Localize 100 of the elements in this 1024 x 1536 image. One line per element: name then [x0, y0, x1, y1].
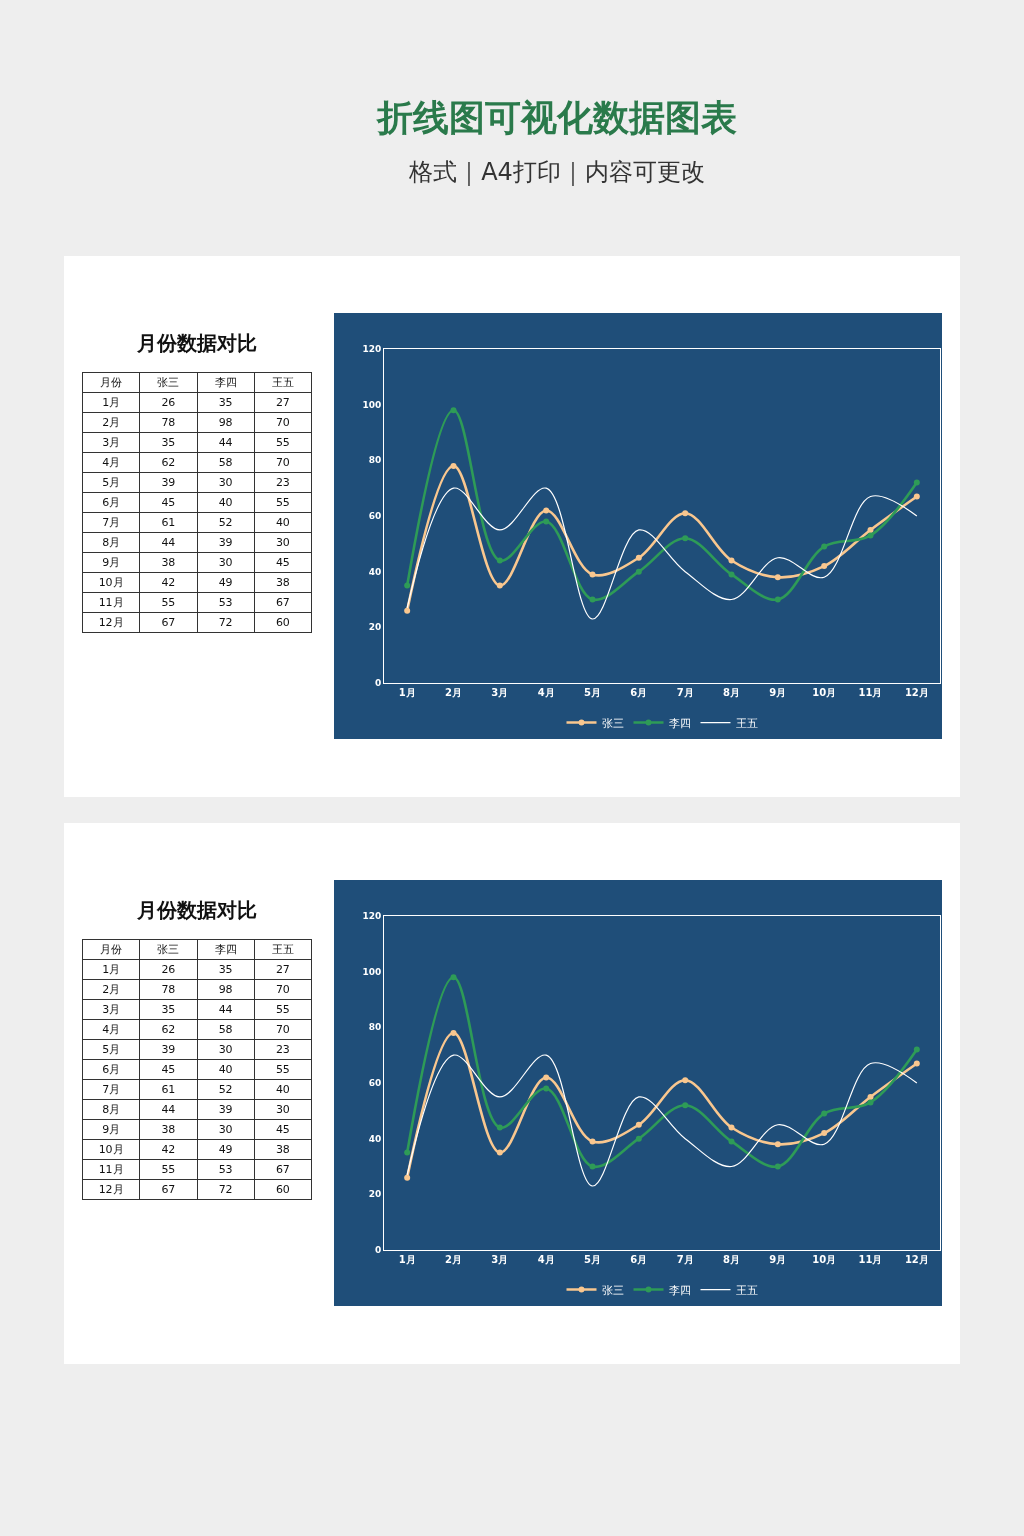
text: 折线图可视化数据图表 [375, 96, 738, 140]
y-tick-label: 40 [368, 566, 382, 577]
y-tick-label: 80 [368, 1022, 382, 1033]
point [450, 407, 457, 414]
point [589, 596, 596, 603]
data-label: 30 [254, 1099, 312, 1120]
x-tick-label: 李四 [197, 372, 255, 393]
point [913, 479, 920, 486]
point [774, 596, 781, 603]
x-tick-label: 8月 [723, 1254, 740, 1265]
y-tick-label: 6月 [82, 492, 140, 513]
data-label: 67 [139, 612, 197, 633]
point [589, 1138, 596, 1145]
point [682, 1077, 689, 1084]
data-label: 49 [197, 1139, 255, 1160]
point [589, 1163, 596, 1170]
y-axis-title: 月份 [82, 372, 140, 393]
data-label: 67 [139, 1179, 197, 1200]
point [821, 543, 828, 550]
y-tick-label: 20 [368, 622, 382, 633]
x-tick-label: 6月 [630, 1254, 648, 1265]
y-tick-label: 8月 [82, 532, 140, 553]
data-label: 27 [254, 392, 312, 413]
point [404, 1149, 411, 1156]
y-tick-label: 20 [368, 1189, 382, 1200]
data-label: 39 [139, 472, 197, 493]
data-label: 78 [139, 412, 197, 433]
data-label: 23 [254, 472, 312, 493]
data-label: 55 [254, 999, 312, 1020]
data-label: 53 [197, 1159, 255, 1180]
point [913, 493, 920, 500]
point [496, 1149, 503, 1156]
point [728, 557, 735, 564]
x-tick-label: 王五 [254, 939, 312, 960]
data-label: 38 [139, 1119, 197, 1140]
data-label: 60 [254, 612, 312, 633]
data-label: 55 [254, 432, 312, 453]
data-label: 39 [197, 532, 255, 553]
data-label: 40 [254, 1079, 312, 1100]
point [404, 607, 411, 614]
y-tick-label: 0 [374, 1245, 382, 1256]
point [635, 554, 642, 561]
point [450, 1029, 457, 1036]
y-tick-label: 120 [362, 911, 382, 922]
x-tick-label: 4月 [537, 1254, 555, 1265]
y-tick-label: 5月 [82, 1039, 140, 1060]
y-tick-label: 120 [362, 344, 382, 355]
point [728, 1138, 735, 1145]
data-label: 52 [197, 512, 255, 533]
y-tick-label: 3月 [82, 999, 140, 1020]
y-tick-label: 9月 [82, 1119, 140, 1140]
data-label: 40 [197, 1059, 255, 1080]
point [496, 1124, 503, 1131]
y-tick-label: 100 [362, 399, 382, 410]
x-tick-label: 11月 [858, 1254, 883, 1265]
data-label: 26 [139, 392, 197, 413]
x-tick-label: 6月 [630, 687, 648, 698]
point [821, 1130, 828, 1137]
x-tick-label: 张三 [139, 939, 197, 960]
legend-label: 张三 [601, 1283, 624, 1297]
x-tick-label: 1月 [398, 687, 416, 698]
data-label: 26 [139, 959, 197, 980]
point [635, 1135, 642, 1142]
data-label: 78 [139, 979, 197, 1000]
x-tick-label: 3月 [491, 687, 509, 698]
data-label: 38 [139, 552, 197, 573]
data-label: 39 [197, 1099, 255, 1120]
x-tick-label: 5月 [584, 687, 601, 698]
data-label: 40 [197, 492, 255, 513]
point [543, 507, 550, 514]
data-label: 98 [197, 412, 255, 433]
data-label: 35 [139, 999, 197, 1020]
data-label: 53 [197, 592, 255, 613]
chart-title: 月份数据对比 [136, 330, 258, 356]
point [635, 568, 642, 575]
point [774, 1163, 781, 1170]
y-tick-label: 40 [368, 1133, 382, 1144]
y-tick-label: 8月 [82, 1099, 140, 1120]
data-label: 49 [197, 572, 255, 593]
y-tick-label: 5月 [82, 472, 140, 493]
point [913, 1046, 920, 1053]
data-label: 67 [254, 592, 312, 613]
point [496, 582, 503, 589]
data-label: 30 [197, 552, 255, 573]
data-label: 30 [197, 472, 255, 493]
legend-label: 李四 [668, 1283, 691, 1297]
point [404, 1174, 411, 1181]
data-label: 35 [197, 392, 255, 413]
y-tick-label: 2月 [82, 979, 140, 1000]
data-label: 52 [197, 1079, 255, 1100]
x-tick-label: 11月 [858, 687, 883, 698]
point [867, 532, 874, 539]
chart-title: 月份数据对比 [136, 897, 258, 923]
y-tick-label: 9月 [82, 552, 140, 573]
y-tick-label: 12月 [82, 612, 140, 633]
data-label: 30 [197, 1119, 255, 1140]
data-label: 23 [254, 1039, 312, 1060]
point [543, 518, 550, 525]
x-tick-label: 9月 [769, 687, 787, 698]
data-label: 61 [139, 512, 197, 533]
